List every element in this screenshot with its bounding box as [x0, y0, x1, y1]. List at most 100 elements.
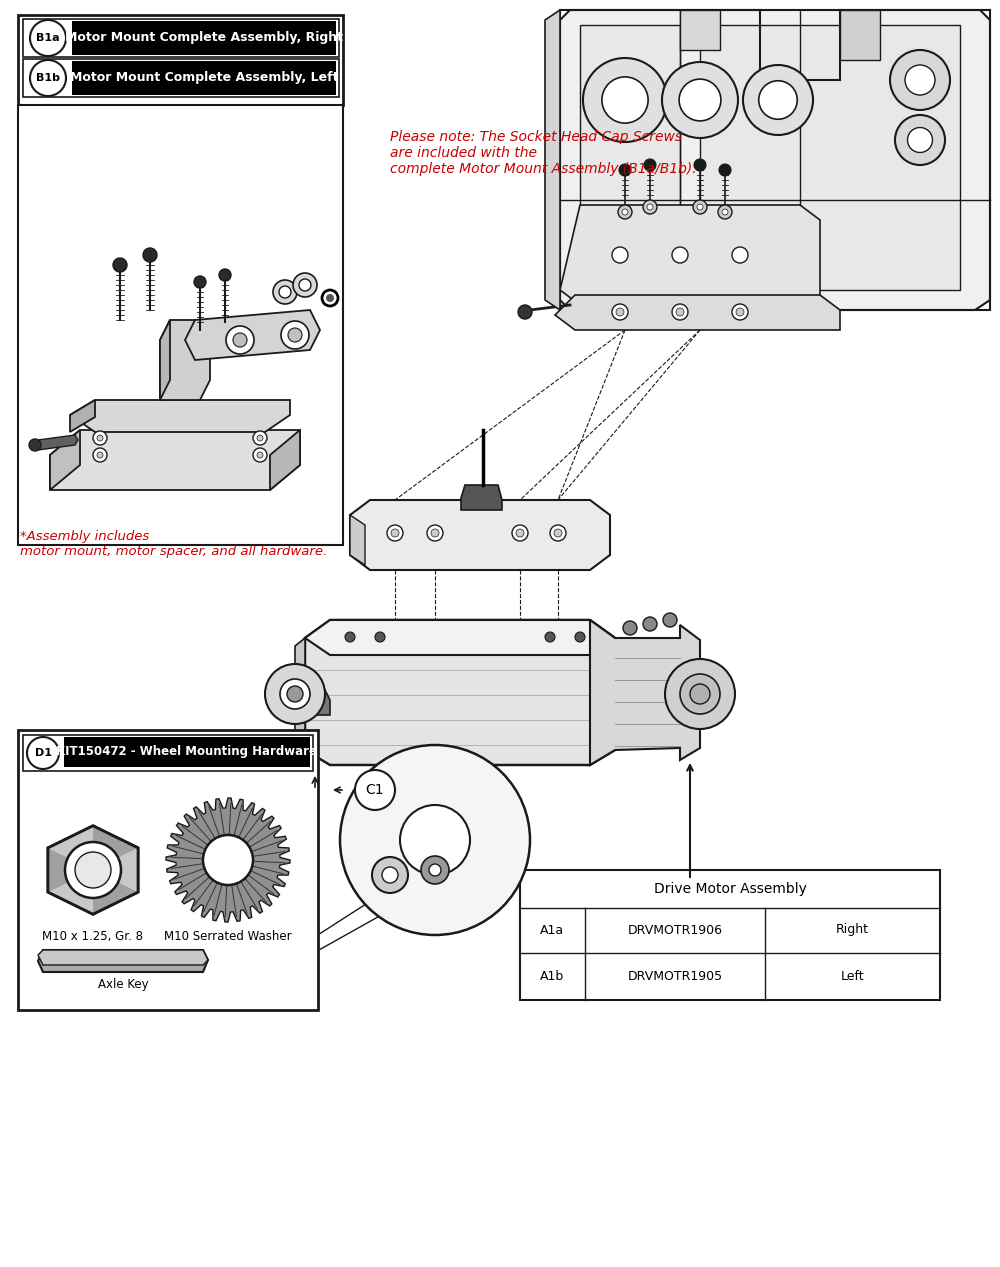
Polygon shape [295, 639, 305, 750]
Circle shape [516, 530, 524, 537]
Circle shape [65, 843, 121, 898]
Bar [23, 19, 339, 57]
Circle shape [233, 333, 247, 347]
Circle shape [93, 449, 107, 462]
Polygon shape [50, 430, 300, 490]
Bar [18, 15, 343, 105]
Circle shape [97, 435, 103, 441]
Circle shape [690, 684, 710, 704]
Polygon shape [38, 950, 208, 972]
Polygon shape [305, 620, 615, 765]
Circle shape [679, 79, 721, 120]
Circle shape [732, 247, 748, 264]
Polygon shape [38, 950, 208, 965]
Circle shape [719, 163, 731, 176]
Circle shape [293, 272, 317, 296]
Circle shape [575, 632, 585, 642]
Bar [72, 22, 336, 54]
Polygon shape [545, 10, 560, 310]
Circle shape [550, 525, 566, 541]
Text: A1b: A1b [540, 969, 564, 982]
Text: Left: Left [841, 969, 864, 982]
Circle shape [616, 308, 624, 315]
Text: Axle Key: Axle Key [98, 978, 148, 991]
Polygon shape [160, 321, 170, 400]
Bar [18, 105, 343, 545]
Circle shape [340, 745, 530, 935]
Circle shape [299, 279, 311, 291]
Circle shape [253, 431, 267, 445]
Circle shape [375, 632, 385, 642]
Circle shape [644, 158, 656, 171]
Circle shape [665, 659, 735, 729]
Polygon shape [680, 10, 720, 49]
Polygon shape [70, 400, 290, 432]
Polygon shape [560, 205, 820, 305]
Circle shape [518, 305, 532, 319]
Polygon shape [350, 500, 610, 570]
Circle shape [905, 65, 935, 95]
Circle shape [680, 674, 720, 715]
Circle shape [647, 204, 653, 210]
Text: Drive Motor Assembly: Drive Motor Assembly [654, 882, 806, 896]
Text: KIT150472 - Wheel Mounting Hardware: KIT150472 - Wheel Mounting Hardware [56, 745, 318, 759]
Circle shape [732, 304, 748, 321]
Circle shape [421, 856, 449, 884]
Circle shape [618, 205, 632, 219]
Circle shape [545, 632, 555, 642]
Circle shape [391, 530, 399, 537]
Circle shape [326, 294, 334, 302]
Circle shape [194, 276, 206, 288]
Circle shape [602, 77, 648, 123]
Circle shape [281, 321, 309, 348]
Circle shape [622, 209, 628, 215]
Circle shape [718, 205, 732, 219]
Bar [413, 832, 458, 848]
Circle shape [257, 435, 263, 441]
Circle shape [253, 449, 267, 462]
Circle shape [662, 62, 738, 138]
Text: A1a: A1a [540, 924, 564, 936]
Circle shape [694, 158, 706, 171]
Text: DRVMOTR1905: DRVMOTR1905 [627, 969, 723, 982]
Circle shape [97, 452, 103, 457]
Polygon shape [48, 826, 93, 870]
Polygon shape [555, 295, 840, 329]
Circle shape [427, 525, 443, 541]
Circle shape [429, 864, 441, 875]
Circle shape [643, 200, 657, 214]
Circle shape [431, 530, 439, 537]
Polygon shape [290, 691, 330, 715]
Circle shape [908, 128, 932, 152]
Polygon shape [48, 848, 93, 892]
Circle shape [643, 617, 657, 631]
Text: Motor Mount Complete Assembly, Right: Motor Mount Complete Assembly, Right [65, 32, 343, 44]
Circle shape [619, 163, 631, 176]
Circle shape [663, 613, 677, 627]
Circle shape [280, 679, 310, 710]
Bar [520, 870, 940, 1000]
Circle shape [736, 308, 744, 315]
Circle shape [672, 304, 688, 321]
Text: C1: C1 [366, 783, 384, 797]
Circle shape [583, 58, 667, 142]
Circle shape [257, 452, 263, 457]
Polygon shape [270, 430, 300, 490]
Polygon shape [50, 430, 80, 490]
Circle shape [672, 247, 688, 264]
Circle shape [612, 247, 628, 264]
Circle shape [623, 621, 637, 635]
Circle shape [279, 286, 291, 298]
Circle shape [226, 326, 254, 353]
Polygon shape [590, 620, 700, 765]
Circle shape [265, 664, 325, 723]
Bar [580, 25, 680, 290]
Polygon shape [185, 310, 320, 360]
Text: Motor Mount Complete Assembly, Left: Motor Mount Complete Assembly, Left [70, 71, 338, 85]
Circle shape [895, 115, 945, 165]
Polygon shape [166, 798, 290, 922]
Circle shape [30, 60, 66, 96]
Polygon shape [305, 620, 615, 655]
Circle shape [287, 685, 303, 702]
Circle shape [203, 835, 253, 886]
